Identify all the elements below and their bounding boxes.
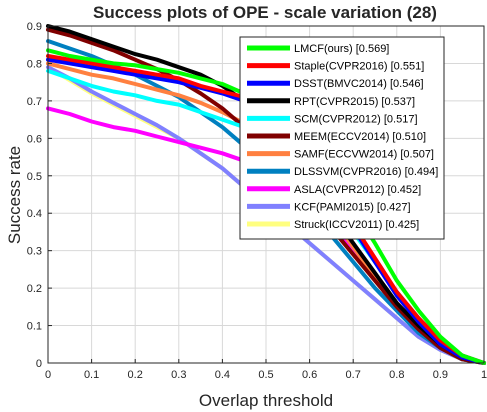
legend-label-3: RPT(CVPR2015) [0.537]	[294, 96, 415, 108]
legend: LMCF(ours) [0.569] Staple(CVPR2016) [0.55…	[239, 36, 445, 240]
y-tick-label: 0.1	[27, 321, 42, 333]
x-tick-label: 0.3	[171, 369, 186, 381]
y-tick-label: 0.2	[27, 283, 42, 295]
y-axis-label: Success rate	[5, 146, 24, 244]
axis-ticks: 0 0.1 0.2 0.3 0.4 0.5 0.6 0.7 0.8 0.9 1 0 0.1 0.2 0.3 0…	[27, 21, 487, 381]
x-axis-label: Overlap threshold	[199, 391, 333, 410]
x-tick-label: 0	[45, 369, 51, 381]
y-tick-label: 0.7	[27, 96, 42, 108]
x-tick-label: 0.4	[215, 369, 230, 381]
x-tick-label: 0.1	[84, 369, 99, 381]
x-tick-label: 0.6	[302, 369, 317, 381]
legend-label-7: DLSSVM(CVPR2016) [0.494]	[294, 166, 438, 178]
legend-label-8: ASLA(CVPR2012) [0.452]	[294, 184, 421, 196]
y-tick-label: 0.3	[27, 246, 42, 258]
legend-label-10: Struck(ICCV2011) [0.425]	[294, 219, 419, 231]
legend-label-0: LMCF(ours) [0.569]	[294, 43, 389, 55]
y-tick-label: 0.8	[27, 58, 42, 70]
legend-label-6: SAMF(ECCVW2014) [0.507]	[294, 149, 434, 161]
x-tick-label: 0.8	[389, 369, 404, 381]
legend-label-5: MEEM(ECCV2014) [0.510]	[294, 131, 426, 143]
legend-label-4: SCM(CVPR2012) [0.517]	[294, 113, 418, 125]
legend-label-2: DSST(BMVC2014) [0.546]	[294, 78, 424, 90]
x-tick-label: 0.7	[346, 369, 361, 381]
y-tick-label: 0.6	[27, 133, 42, 145]
x-tick-label: 1	[481, 369, 487, 381]
y-tick-label: 0	[36, 358, 42, 370]
legend-label-1: Staple(CVPR2016) [0.551]	[294, 61, 424, 73]
legend-label-9: KCF(PAMI2015) [0.427]	[294, 201, 411, 213]
y-tick-label: 0.9	[27, 21, 42, 33]
chart-title: Success plots of OPE - scale variation (…	[93, 3, 437, 22]
y-tick-label: 0.5	[27, 171, 42, 183]
x-tick-label: 0.2	[128, 369, 143, 381]
y-tick-label: 0.4	[27, 208, 42, 220]
x-tick-label: 0.9	[433, 369, 448, 381]
x-tick-label: 0.5	[258, 369, 273, 381]
